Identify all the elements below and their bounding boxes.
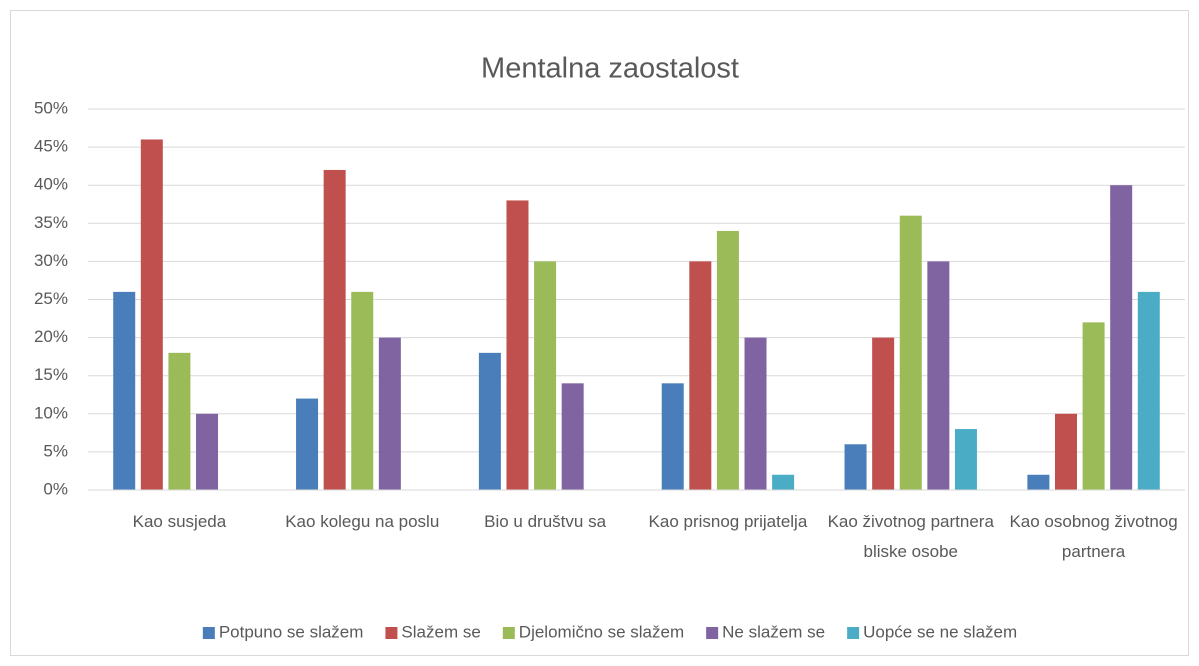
bar: [1054, 413, 1077, 490]
bar: [323, 169, 346, 490]
bar: [113, 291, 136, 490]
y-tick-label: 50%: [34, 98, 68, 117]
x-tick-label: Kao susjeda: [133, 512, 227, 531]
legend-swatch: [502, 627, 515, 639]
bar: [872, 337, 895, 490]
x-tick-label: Kao prisnog prijatelja: [649, 512, 808, 531]
legend-label: Slažem se: [401, 622, 480, 641]
x-tick-label: Bio u društvu sa: [484, 512, 606, 531]
bar: [478, 352, 501, 490]
bar: [506, 200, 529, 490]
y-tick-label: 45%: [34, 137, 68, 156]
bar: [561, 383, 584, 490]
bar: [1082, 322, 1105, 490]
y-tick-label: 40%: [34, 175, 68, 194]
bar: [534, 261, 557, 490]
y-tick-label: 0%: [43, 479, 68, 498]
bar: [689, 261, 712, 490]
bar: [661, 383, 684, 490]
y-tick-label: 15%: [34, 365, 68, 384]
x-tick-label: Kao osobnog životnog partnera: [1009, 512, 1177, 561]
x-tick-label: Kao kolegu na poslu: [285, 512, 439, 531]
bar: [927, 261, 950, 490]
bar: [899, 215, 922, 490]
bar: [168, 352, 191, 490]
y-tick-label: 10%: [34, 403, 68, 422]
legend-label: Ne slažem se: [722, 622, 825, 641]
bar: [1027, 474, 1050, 490]
legend-swatch: [202, 627, 215, 639]
legend-label: Uopće se ne slažem: [863, 622, 1017, 641]
x-tick-label: Kao životnog partnera bliske osobe: [828, 512, 995, 561]
bar: [744, 337, 767, 490]
chart-border: [10, 10, 1189, 656]
bar: [196, 413, 219, 490]
legend-swatch: [706, 627, 719, 639]
legend-label: Djelomično se slažem: [519, 622, 684, 641]
bar: [1110, 185, 1133, 490]
bar: [140, 139, 163, 491]
bar: [954, 429, 977, 490]
bar: [1137, 291, 1160, 490]
y-tick-label: 25%: [34, 289, 68, 308]
bar: [351, 291, 374, 490]
legend-swatch: [385, 627, 398, 639]
legend-swatch: [847, 627, 860, 639]
y-tick-label: 30%: [34, 251, 68, 270]
legend-label: Potpuno se slažem: [219, 622, 364, 641]
bar: [844, 444, 867, 490]
bar: [296, 398, 319, 490]
bar: [772, 474, 795, 490]
y-tick-label: 35%: [34, 213, 68, 232]
bar: [716, 230, 739, 491]
y-tick-label: 5%: [43, 441, 68, 460]
bar: [378, 337, 401, 490]
y-tick-label: 20%: [34, 327, 68, 346]
chart-title: Mentalna zaostalost: [481, 53, 739, 85]
